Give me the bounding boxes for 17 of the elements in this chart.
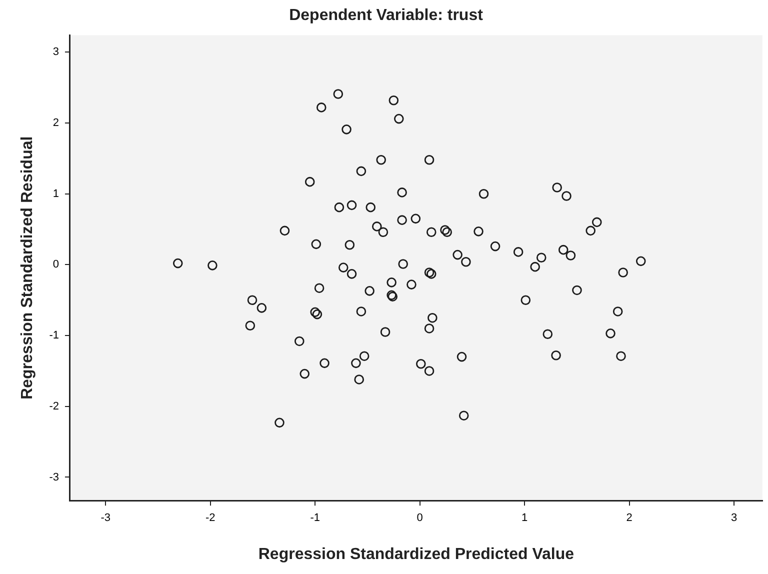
x-tick-label: -1 xyxy=(310,512,320,524)
x-tick-label: 3 xyxy=(731,512,738,524)
x-axis-title: Regression Standardized Predicted Value xyxy=(258,546,574,563)
x-tick-label: 0 xyxy=(416,512,423,524)
y-tick-label: 2 xyxy=(52,117,59,130)
y-tick-label: -2 xyxy=(49,400,59,412)
x-tick-label: -3 xyxy=(100,512,110,524)
y-axis-title: Regression Standardized Residual xyxy=(19,136,36,400)
x-tick-label: -2 xyxy=(205,512,216,524)
x-tick-label: 2 xyxy=(626,512,632,524)
y-tick-label: 3 xyxy=(52,46,59,58)
x-tick-label: 1 xyxy=(522,512,528,524)
y-tick-label: -1 xyxy=(49,330,59,342)
chart-title: Dependent Variable: trust xyxy=(289,7,484,24)
y-tick-label: 0 xyxy=(52,258,59,271)
y-tick-label: 1 xyxy=(52,188,59,200)
y-tick-label: -3 xyxy=(49,471,59,484)
